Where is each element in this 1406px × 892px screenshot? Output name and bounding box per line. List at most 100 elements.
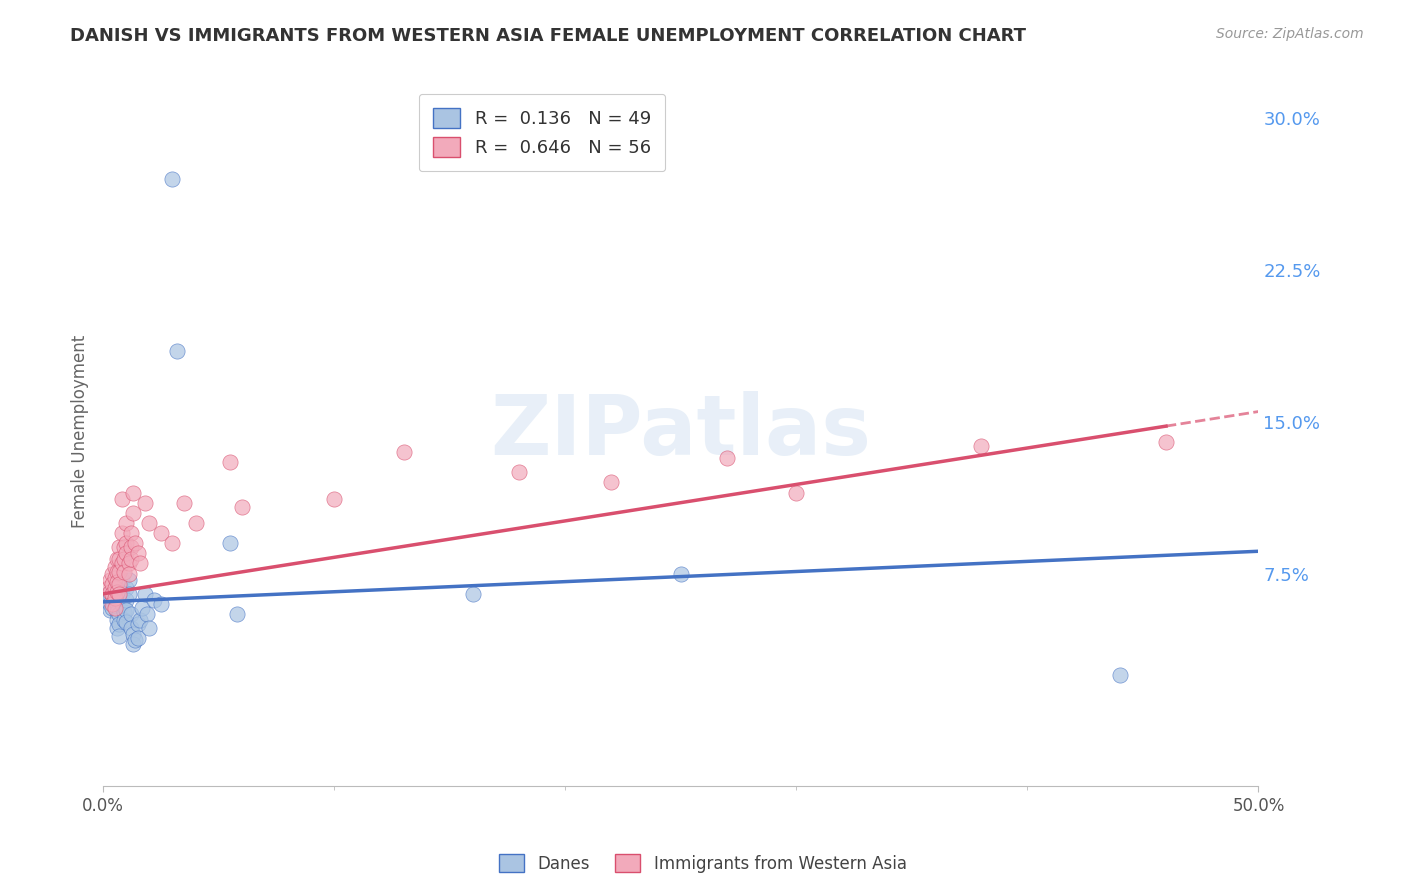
Point xyxy=(104,601,127,615)
Point xyxy=(105,613,128,627)
Point xyxy=(134,587,156,601)
Point xyxy=(173,496,195,510)
Point xyxy=(108,607,131,621)
Point xyxy=(970,439,993,453)
Point xyxy=(104,592,127,607)
Point xyxy=(122,627,145,641)
Point xyxy=(785,485,807,500)
Point xyxy=(127,632,149,646)
Point xyxy=(110,597,132,611)
Point xyxy=(120,526,142,541)
Point xyxy=(115,581,138,595)
Point xyxy=(112,552,135,566)
Point xyxy=(120,621,142,635)
Point xyxy=(129,613,152,627)
Point xyxy=(112,565,135,579)
Point xyxy=(120,552,142,566)
Point xyxy=(149,597,172,611)
Point xyxy=(108,576,131,591)
Point xyxy=(104,560,127,574)
Point xyxy=(166,343,188,358)
Point xyxy=(110,526,132,541)
Point xyxy=(108,540,131,554)
Point xyxy=(110,557,132,571)
Point xyxy=(104,571,127,585)
Point xyxy=(108,617,131,632)
Point xyxy=(131,601,153,615)
Point xyxy=(101,587,124,601)
Legend: Danes, Immigrants from Western Asia: Danes, Immigrants from Western Asia xyxy=(492,847,914,880)
Point xyxy=(129,557,152,571)
Point xyxy=(143,592,166,607)
Point xyxy=(138,516,160,530)
Point xyxy=(184,516,207,530)
Text: DANISH VS IMMIGRANTS FROM WESTERN ASIA FEMALE UNEMPLOYMENT CORRELATION CHART: DANISH VS IMMIGRANTS FROM WESTERN ASIA F… xyxy=(70,27,1026,45)
Point xyxy=(716,451,738,466)
Point xyxy=(162,536,184,550)
Point xyxy=(669,566,692,581)
Point xyxy=(101,592,124,607)
Point xyxy=(115,592,138,607)
Point xyxy=(127,546,149,560)
Point xyxy=(117,566,139,581)
Point xyxy=(101,566,124,581)
Point xyxy=(101,597,124,611)
Point xyxy=(104,591,127,605)
Point xyxy=(136,607,159,621)
Point xyxy=(122,506,145,520)
Point xyxy=(323,491,346,506)
Point xyxy=(149,526,172,541)
Point xyxy=(104,584,127,599)
Point xyxy=(112,605,135,619)
Point xyxy=(127,617,149,632)
Text: Source: ZipAtlas.com: Source: ZipAtlas.com xyxy=(1216,27,1364,41)
Point xyxy=(117,587,139,601)
Point xyxy=(600,475,623,490)
Point xyxy=(122,637,145,651)
Point xyxy=(117,573,139,587)
Point xyxy=(226,607,249,621)
Point xyxy=(97,587,120,601)
Point xyxy=(101,601,124,615)
Point xyxy=(392,445,415,459)
Point xyxy=(108,552,131,566)
Point xyxy=(508,465,530,479)
Point xyxy=(1154,434,1177,449)
Legend: R =  0.136   N = 49, R =  0.646   N = 56: R = 0.136 N = 49, R = 0.646 N = 56 xyxy=(419,94,665,171)
Point xyxy=(108,587,131,601)
Point xyxy=(124,633,146,648)
Point xyxy=(98,597,121,611)
Point xyxy=(97,581,120,595)
Point xyxy=(108,587,131,601)
Point xyxy=(110,491,132,506)
Point xyxy=(117,557,139,571)
Point xyxy=(105,574,128,589)
Point xyxy=(105,565,128,579)
Y-axis label: Female Unemployment: Female Unemployment xyxy=(72,335,89,528)
Point xyxy=(105,621,128,635)
Point xyxy=(110,573,132,587)
Point xyxy=(98,584,121,599)
Point xyxy=(134,496,156,510)
Point xyxy=(110,587,132,601)
Point xyxy=(219,536,242,550)
Point xyxy=(108,629,131,643)
Point xyxy=(115,546,138,560)
Point xyxy=(231,500,253,514)
Point xyxy=(115,615,138,629)
Point xyxy=(112,613,135,627)
Point xyxy=(98,591,121,605)
Point xyxy=(115,536,138,550)
Text: ZIPatlas: ZIPatlas xyxy=(491,392,872,472)
Point xyxy=(1108,667,1130,681)
Point xyxy=(98,603,121,617)
Point xyxy=(162,171,184,186)
Point xyxy=(108,576,131,591)
Point xyxy=(105,597,128,611)
Point xyxy=(108,565,131,579)
Point xyxy=(105,552,128,566)
Point xyxy=(115,516,138,530)
Point xyxy=(98,573,121,587)
Point xyxy=(138,621,160,635)
Point xyxy=(219,455,242,469)
